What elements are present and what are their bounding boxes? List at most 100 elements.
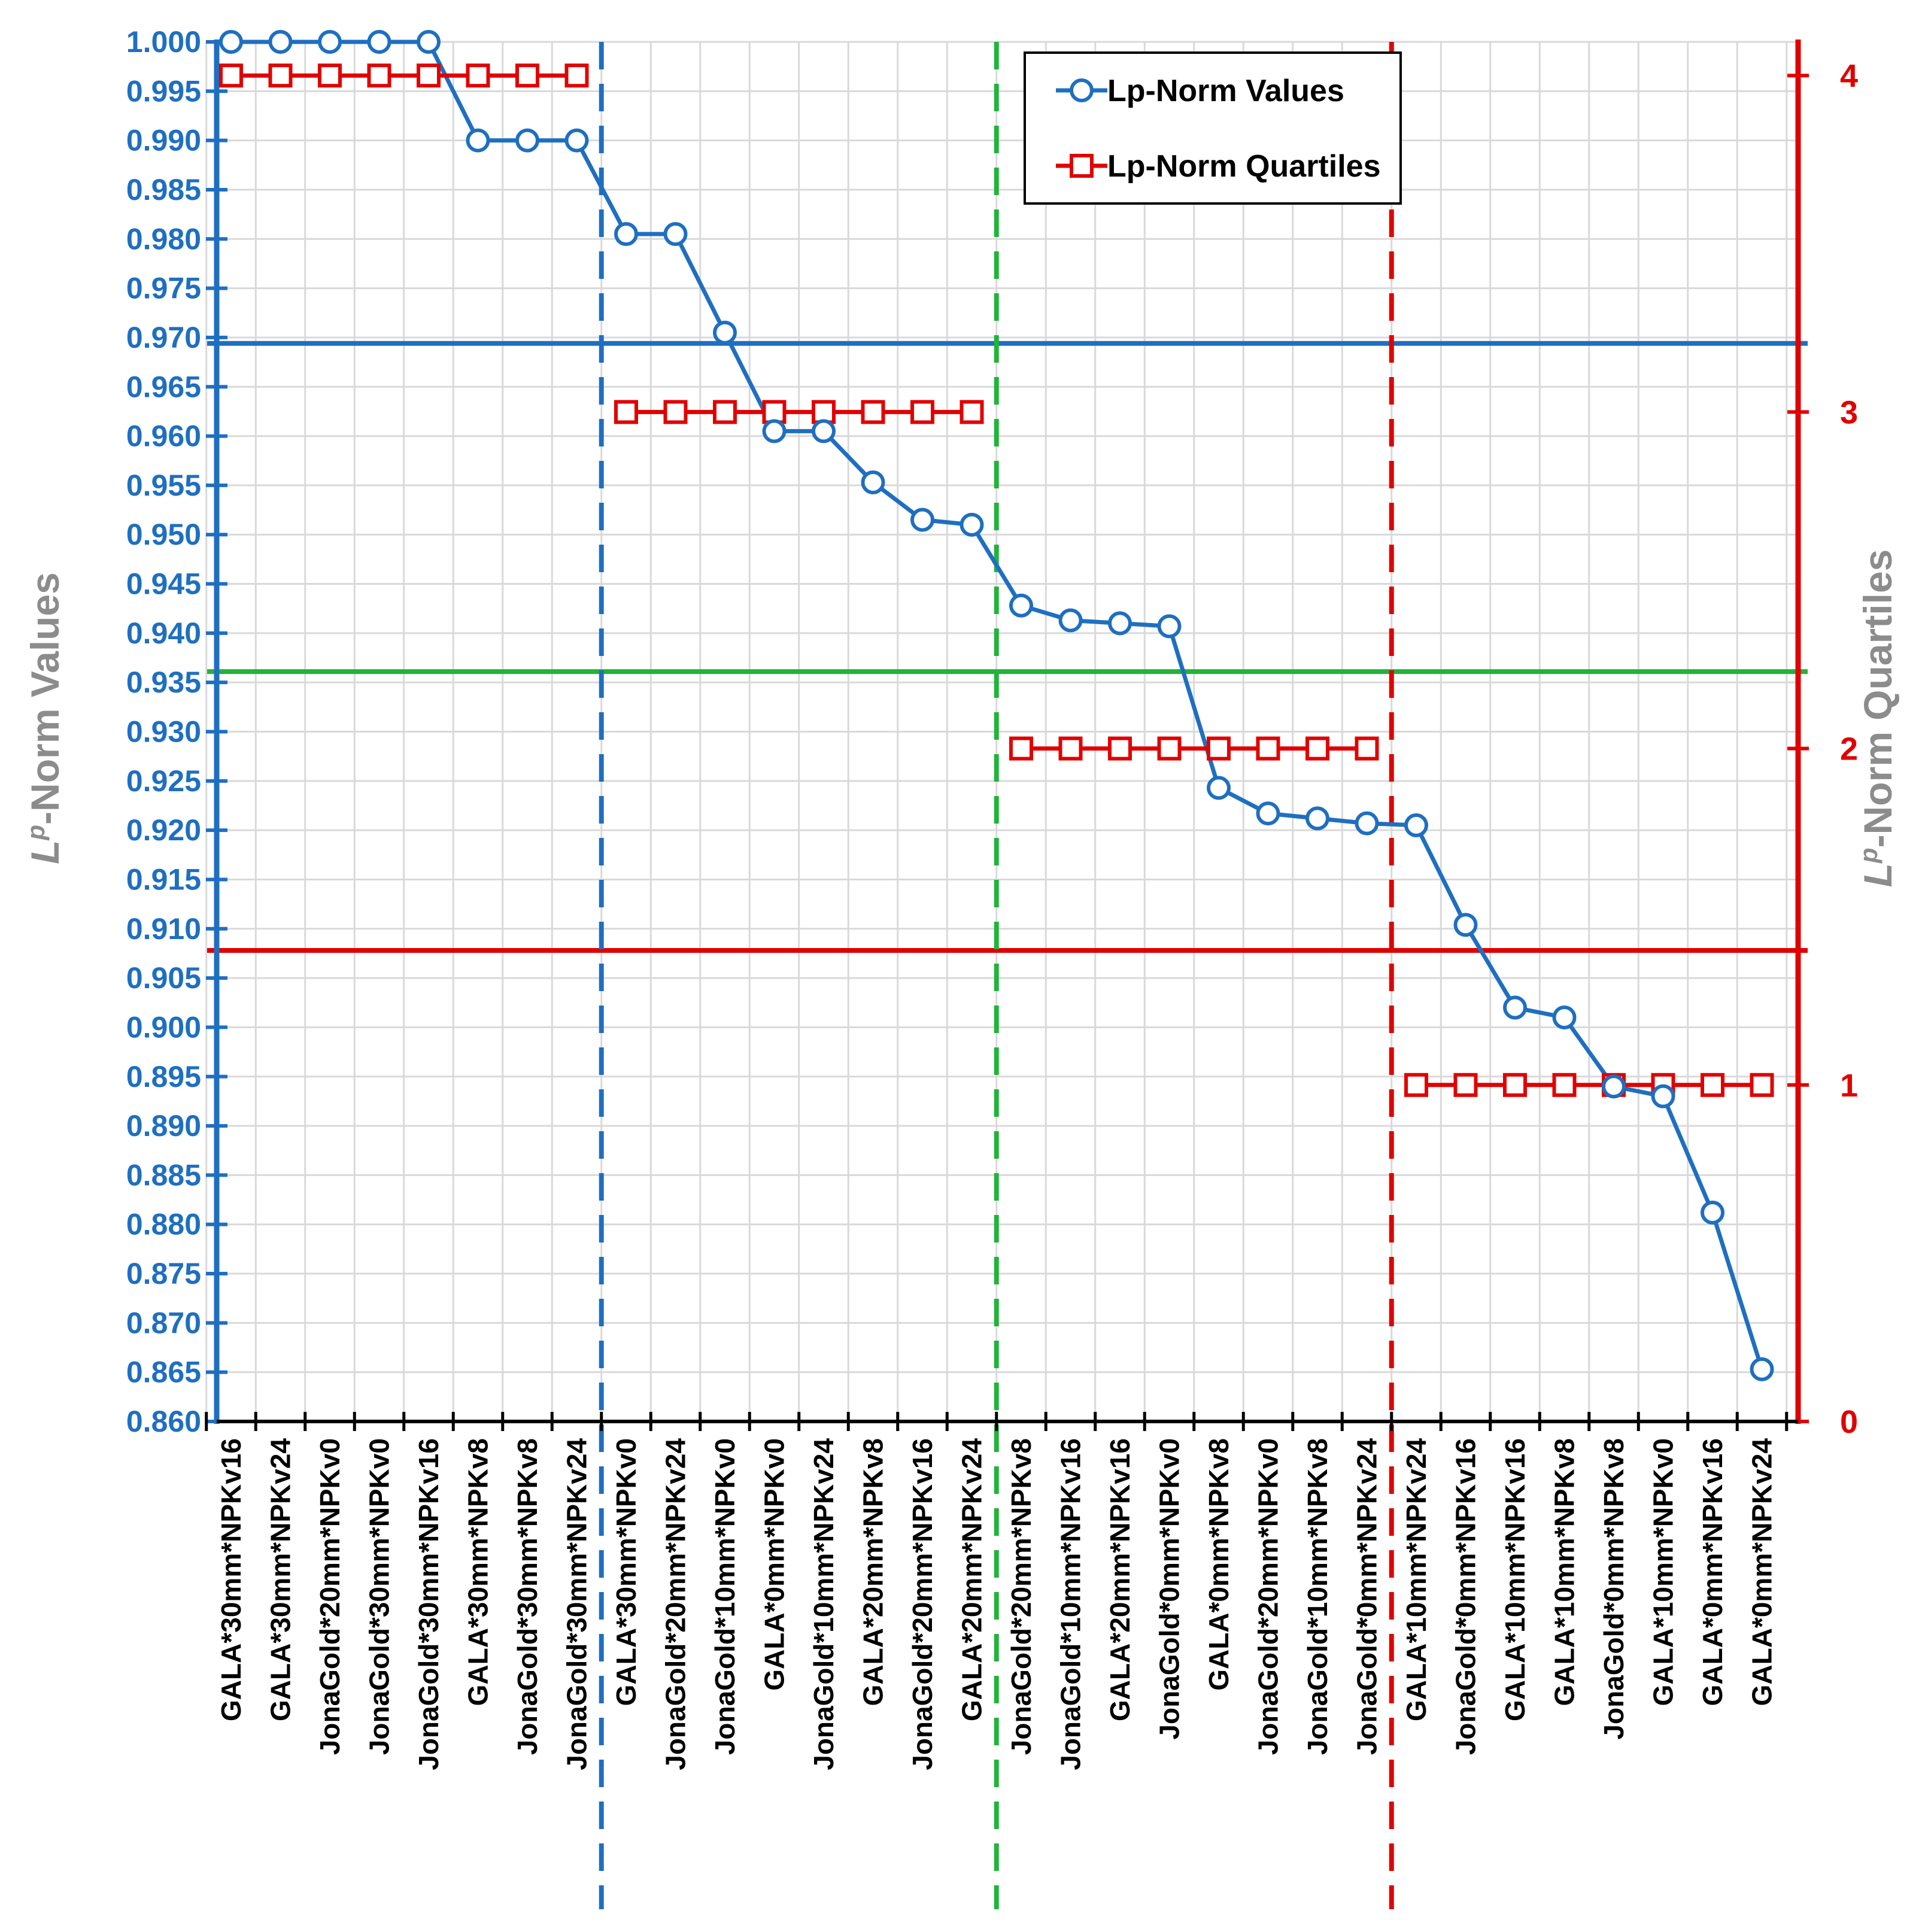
- left-tick-label: 0.900: [126, 1010, 201, 1044]
- value-marker: [910, 508, 934, 532]
- value-marker: [1058, 608, 1083, 633]
- value-marker: [1009, 593, 1033, 618]
- legend-quartiles-square-icon: [1070, 154, 1094, 178]
- quartile-dividers: [599, 42, 1394, 1909]
- value-marker: [663, 222, 688, 247]
- x-category-label: GALA*20mm*NPKv8: [858, 1438, 889, 1706]
- x-category-label: JonaGold*30mm*NPKv8: [512, 1438, 543, 1755]
- quartile-marker: [1207, 736, 1231, 761]
- left-tick-label: 0.925: [126, 764, 201, 798]
- left-tick-label: 0.935: [126, 666, 201, 699]
- value-marker: [219, 30, 243, 54]
- x-category-label: JonaGold*20mm*NPKv8: [1006, 1438, 1037, 1755]
- left-tick-label: 0.930: [126, 715, 201, 749]
- value-marker: [861, 470, 885, 494]
- quartile-marker: [1750, 1073, 1774, 1097]
- quartile-marker: [861, 400, 885, 424]
- right-tick-label: 2: [1840, 731, 1858, 767]
- left-tick-label: 0.860: [126, 1405, 201, 1438]
- x-category-label: GALA*0mm*NPKv8: [1203, 1438, 1234, 1691]
- value-marker: [1108, 611, 1132, 636]
- left-tick-label: 0.895: [126, 1060, 201, 1093]
- quartile-marker: [318, 63, 342, 88]
- x-category-label: JonaGold*20mm*NPKv0: [1253, 1438, 1284, 1755]
- y-axis-title-superscript: p: [22, 825, 50, 841]
- quartile-marker: [1701, 1073, 1724, 1097]
- value-marker: [1404, 813, 1428, 837]
- value-marker: [1207, 776, 1231, 800]
- value-marker: [614, 222, 638, 247]
- value-marker: [268, 30, 293, 54]
- x-category-label: GALA*0mm*NPKv0: [759, 1438, 790, 1691]
- x-category-label: JonaGold*0mm*NPKv0: [1154, 1438, 1185, 1740]
- x-category-label: JonaGold*20mm*NPKv0: [314, 1438, 345, 1755]
- quartile-marker: [515, 63, 539, 88]
- x-category-label: GALA*20mm*NPKv24: [957, 1438, 988, 1721]
- value-marker: [1602, 1074, 1626, 1099]
- value-marker: [713, 320, 737, 345]
- x-category-label: JonaGold*20mm*NPKv16: [907, 1438, 938, 1770]
- legend: Lp-Norm Values Lp-Norm Quartiles: [1024, 51, 1402, 205]
- x-category-label: GALA*10mm*NPKv0: [1648, 1438, 1679, 1706]
- quartile-marker: [663, 400, 688, 424]
- x-category-label: JonaGold*0mm*NPKv16: [1450, 1438, 1481, 1755]
- left-tick-label: 0.955: [126, 469, 201, 502]
- left-tick-label: 0.975: [126, 272, 201, 305]
- y2-axis-title-superscript: p: [1854, 847, 1883, 864]
- value-marker: [1503, 995, 1527, 1020]
- quartile-marker: [219, 63, 243, 88]
- quartile-marker: [1453, 1073, 1478, 1097]
- legend-box: [1024, 51, 1402, 205]
- value-marker: [318, 30, 342, 54]
- x-category-label: GALA*30mm*NPKv24: [265, 1438, 296, 1721]
- x-category-label: JonaGold*30mm*NPKv0: [364, 1438, 395, 1755]
- x-category-label: JonaGold*10mm*NPKv24: [808, 1438, 839, 1770]
- left-tick-label: 0.995: [126, 74, 201, 108]
- quartile-marker: [1305, 736, 1329, 761]
- x-category-label: JonaGold*0mm*NPKv24: [1352, 1438, 1383, 1755]
- left-tick-label: 0.885: [126, 1158, 201, 1192]
- value-marker: [417, 30, 441, 54]
- left-tick-label: 0.910: [126, 912, 201, 946]
- quartile-marker: [1108, 736, 1132, 761]
- x-category-label: GALA*10mm*NPKv16: [1499, 1438, 1531, 1721]
- value-marker: [1157, 614, 1182, 639]
- quartile-marker: [417, 63, 441, 88]
- value-marker: [960, 512, 984, 537]
- y-axis-title-symbol: L: [23, 840, 67, 864]
- left-tick-label: 0.880: [126, 1208, 201, 1241]
- left-tick-label: 1.000: [126, 25, 201, 59]
- legend-quartiles-label: Lp-Norm Quartiles: [1107, 149, 1381, 184]
- value-marker: [812, 419, 836, 443]
- x-category-label: GALA*0mm*NPKv24: [1747, 1438, 1778, 1706]
- quartile-marker: [812, 400, 836, 424]
- right-tick-label: 3: [1840, 394, 1858, 430]
- y2-axis-title: Lp-Norm Quartiles: [1854, 549, 1900, 888]
- grid: [205, 41, 1798, 1423]
- right-tick-label: 4: [1840, 58, 1858, 94]
- quartile-marker: [762, 400, 787, 424]
- x-category-label: GALA*10mm*NPKv24: [1401, 1438, 1432, 1721]
- quartile-marker: [960, 400, 984, 424]
- x-category-label: JonaGold*20mm*NPKv24: [660, 1438, 691, 1770]
- x-category-label: GALA*30mm*NPKv8: [463, 1438, 494, 1706]
- left-tick-label: 0.905: [126, 961, 201, 995]
- x-category-label: JonaGold*30mm*NPKv24: [561, 1438, 593, 1770]
- quartile-marker: [564, 63, 589, 88]
- left-tick-label: 0.985: [126, 173, 201, 206]
- x-category-label: GALA*20mm*NPKv16: [1104, 1438, 1135, 1721]
- left-tick-label: 0.965: [126, 370, 201, 403]
- threshold-lines: [207, 341, 1808, 953]
- left-tick-label: 0.890: [126, 1109, 201, 1143]
- quartile-marker: [1355, 736, 1379, 761]
- quartile-marker: [1503, 1073, 1527, 1097]
- y-axis-title-text: -Norm Values: [23, 572, 67, 825]
- left-tick-label: 0.865: [126, 1356, 201, 1389]
- left-tick-label: 0.990: [126, 124, 201, 157]
- x-category-label: GALA*30mm*NPKv16: [215, 1438, 247, 1721]
- left-tick-label: 0.940: [126, 616, 201, 650]
- quartile-marker: [1009, 736, 1033, 761]
- left-tick-label: 0.870: [126, 1306, 201, 1339]
- quartile-marker: [1058, 736, 1083, 761]
